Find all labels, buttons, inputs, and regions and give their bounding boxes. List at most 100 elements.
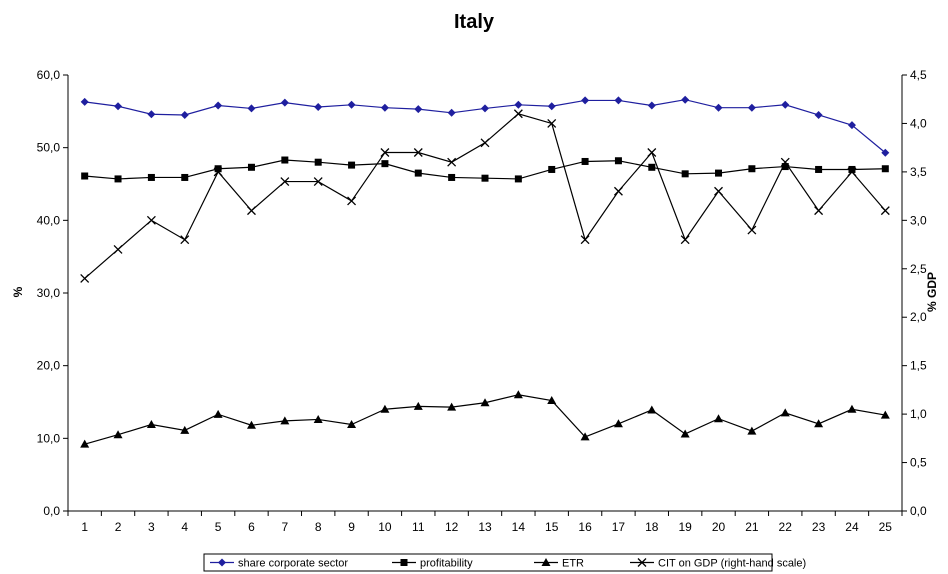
x-tick-label: 18: [645, 520, 659, 534]
data-point: [313, 414, 323, 423]
data-point: [280, 177, 290, 187]
data-point: [214, 165, 222, 173]
data-point: [714, 414, 724, 423]
legend-box: [203, 553, 773, 572]
data-point: [648, 163, 656, 171]
data-point: [881, 148, 890, 157]
data-point: [113, 244, 123, 254]
y2-tick-label: 0,0: [910, 504, 927, 518]
data-point: [181, 173, 189, 181]
data-point: [448, 173, 456, 181]
y-tick-label: 0,0: [43, 504, 60, 518]
data-point: [380, 404, 390, 413]
chart-title: Italy: [454, 11, 495, 33]
x-tick-label: 19: [678, 520, 692, 534]
x-tick-label: 12: [445, 520, 459, 534]
data-point: [547, 102, 556, 111]
y2-tick-label: 3,5: [910, 165, 927, 179]
data-point: [281, 156, 289, 164]
series-2: [80, 390, 890, 448]
data-point: [247, 206, 256, 216]
data-point: [780, 157, 790, 167]
data-point: [347, 196, 357, 206]
x-tick-label: 16: [578, 520, 592, 534]
data-point: [514, 100, 523, 109]
data-point: [847, 167, 857, 177]
x-tick-label: 17: [612, 520, 626, 534]
x-tick-label: 4: [181, 520, 188, 534]
data-point: [81, 172, 89, 180]
y2-tick-label: 2,5: [910, 262, 927, 276]
data-point: [347, 420, 357, 429]
data-point: [814, 110, 823, 119]
data-point: [681, 170, 689, 178]
x-tick-label: 7: [281, 520, 288, 534]
x-tick-label: 14: [512, 520, 526, 534]
data-point: [580, 235, 590, 245]
axes: 0,0 10,0 20,0 30,0 40,0 50,0 60,0 0,0 0,5 1,0 1,5 2…: [37, 68, 927, 534]
data-point: [714, 186, 723, 196]
data-point: [847, 404, 857, 413]
y2-tick-label: 1,5: [910, 359, 927, 373]
y2-tick-label: 4,0: [910, 116, 927, 130]
data-point: [747, 103, 756, 112]
y2-tick-label: 2,0: [910, 310, 927, 324]
x-tick-label: 10: [378, 520, 392, 534]
x-tick-label: 11: [412, 520, 425, 534]
x-tick-label: 24: [845, 520, 859, 534]
data-point: [647, 405, 657, 414]
x-tick-label: 2: [115, 520, 122, 534]
x-tick-label: 6: [248, 520, 255, 534]
data-point: [213, 167, 223, 177]
x-tick-label: 15: [545, 520, 559, 534]
data-point: [881, 165, 889, 173]
x-tick-label: 1: [81, 520, 88, 534]
x-tick-label: 9: [348, 520, 355, 534]
data-point: [413, 401, 423, 410]
data-point: [747, 225, 757, 235]
y-tick-label: 20,0: [37, 359, 61, 373]
data-point: [747, 426, 757, 435]
legend-marker: [637, 558, 647, 567]
data-point: [814, 206, 824, 216]
data-point: [481, 104, 489, 113]
data-point: [548, 165, 556, 173]
x-tick-label: 3: [148, 520, 155, 534]
y2-tick-label: 4,5: [910, 68, 927, 82]
data-point: [147, 110, 156, 119]
y-tick-label: 10,0: [37, 431, 61, 445]
data-point: [381, 160, 389, 168]
data-point: [147, 173, 155, 181]
data-point: [480, 138, 490, 148]
x-tick-label: 22: [779, 520, 793, 534]
x-tick-label: 8: [315, 520, 322, 534]
series-line: [84, 113, 886, 279]
data-point: [447, 108, 456, 117]
data-point: [681, 95, 690, 104]
data-point: [113, 430, 123, 439]
data-point: [613, 186, 623, 196]
data-point: [581, 157, 589, 165]
data-point: [414, 105, 423, 114]
data-point: [380, 103, 389, 112]
data-point: [781, 163, 789, 171]
data-point: [613, 419, 623, 428]
series-3: [80, 109, 890, 283]
data-point: [414, 169, 422, 177]
data-point: [247, 104, 256, 113]
data-point: [547, 118, 557, 128]
data-point: [715, 169, 723, 177]
data-point: [680, 235, 690, 245]
series-layer: [80, 95, 890, 448]
legend-marker: [218, 558, 226, 567]
data-point: [748, 165, 756, 173]
data-point: [614, 157, 622, 165]
data-point: [280, 98, 289, 107]
series-0: [80, 95, 890, 157]
data-point: [814, 419, 824, 428]
y-tick-label: 30,0: [37, 286, 61, 300]
series-1: [81, 156, 889, 183]
legend-marker: [400, 559, 408, 566]
